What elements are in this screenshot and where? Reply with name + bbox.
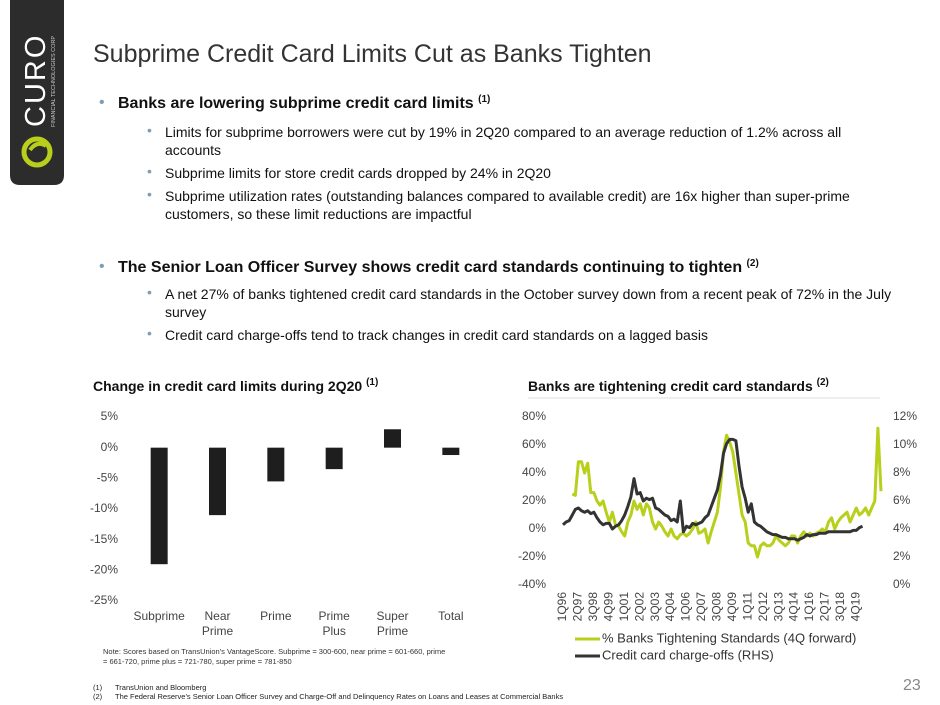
bullet-dot: • [147, 122, 152, 138]
bar [442, 447, 460, 456]
x-tick-label: 3Q98 [586, 592, 600, 622]
x-tick-label: 3Q03 [648, 592, 662, 622]
bar [384, 429, 401, 448]
x-tick-label: Prime Plus [318, 609, 350, 638]
bullet: The Senior Loan Officer Survey shows cre… [118, 258, 759, 277]
x-tick-label: 2Q12 [756, 592, 770, 622]
x-tick-label: 2Q07 [694, 592, 708, 622]
series-line [571, 426, 883, 559]
x-tick-label: Super Prime [376, 609, 408, 638]
bullet: Banks are lowering subprime credit card … [118, 94, 491, 113]
x-tick-label: 3Q08 [710, 592, 724, 622]
sub-bullet: Credit card charge-offs tend to track ch… [165, 327, 708, 343]
bullet-dot: • [147, 163, 152, 179]
logo: CURO FINANCIAL TECHNOLOGIES CORP [10, 0, 64, 185]
x-tick-label: 2Q02 [632, 592, 646, 622]
y-tick-label: 5% [101, 409, 119, 423]
sub-bullet: Subprime utilization rates (outstanding … [165, 188, 850, 222]
bullet-dot: • [147, 186, 152, 202]
y-tick-label: 0% [529, 521, 547, 535]
logo-icon [21, 136, 53, 168]
sub-bullet: A net 27% of banks tightened credit card… [165, 286, 892, 320]
bullet-dot: • [99, 94, 105, 111]
y2-tick-label: 8% [893, 465, 911, 479]
y2-tick-label: 4% [893, 521, 911, 535]
x-tick-label: 1Q06 [679, 592, 693, 622]
chart-title: Change in credit card limits during 2Q20… [93, 377, 379, 395]
x-tick-label: 4Q04 [663, 592, 677, 622]
logo-tagline: FINANCIAL TECHNOLOGIES CORP [51, 36, 57, 127]
bar [209, 447, 226, 516]
logo-panel [10, 0, 64, 185]
y-tick-label: -20% [518, 549, 546, 563]
x-tick-label: 1Q16 [802, 592, 816, 622]
y-tick-label: -5% [97, 471, 119, 485]
y-tick-label: 80% [522, 409, 546, 423]
bar [325, 447, 343, 470]
x-tick-label: 4Q99 [601, 592, 615, 622]
series-line [561, 437, 864, 542]
bullet-dot: • [99, 258, 105, 275]
x-tick-label: 4Q09 [725, 592, 739, 622]
x-tick-label: 4Q19 [848, 592, 862, 622]
footnote: (1) TransUnion and Bloomberg [93, 683, 207, 692]
x-tick-label: 1Q96 [555, 592, 569, 622]
logo-name: CURO [20, 34, 52, 127]
y2-tick-label: 12% [893, 409, 917, 423]
x-tick-label: 1Q11 [740, 592, 754, 621]
y-tick-label: -20% [90, 563, 118, 577]
y-tick-label: 20% [522, 493, 546, 507]
x-tick-label: 2Q97 [571, 592, 585, 622]
y2-tick-label: 2% [893, 549, 911, 563]
logo-icon [28, 141, 48, 152]
y-tick-label: 40% [522, 465, 546, 479]
bullet-dot: • [147, 284, 152, 300]
sub-bullet: Limits for subprime borrowers were cut b… [165, 124, 842, 158]
x-tick-label: Prime [260, 609, 292, 623]
x-tick-label: 4Q14 [787, 592, 801, 622]
sub-bullet: Subprime limits for store credit cards d… [165, 165, 551, 181]
footnote: (2) The Federal Reserve's Senior Loan Off… [93, 692, 564, 701]
charts: 5% 0% -5% -10% -15% -20% -25% Subprime Near Prime… [90, 397, 917, 662]
y-tick-label: -40% [518, 577, 546, 591]
y-tick-label: 0% [101, 440, 119, 454]
legend-label: % Banks Tightening Standards (4Q forward… [602, 630, 856, 645]
x-tick-label: 3Q18 [833, 592, 847, 622]
y2-tick-label: 10% [893, 437, 917, 451]
slide-title: Subprime Credit Card Limits Cut as Banks… [93, 40, 652, 68]
bar [267, 447, 285, 482]
y2-tick-label: 0% [893, 577, 911, 591]
chart-title: Banks are tightening credit card standar… [528, 377, 829, 395]
legend-label: Credit card charge-offs (RHS) [602, 647, 774, 662]
y2-tick-label: 6% [893, 493, 911, 507]
note: Note: Scores based on TransUnion's Vanta… [103, 647, 446, 666]
bar [150, 447, 168, 565]
x-tick-label: 1Q01 [617, 592, 631, 622]
x-tick-label: 2Q17 [818, 592, 832, 622]
y-tick-label: 60% [522, 437, 546, 451]
x-tick-label: Total [438, 609, 463, 623]
page-number: 23 [903, 677, 921, 694]
x-tick-label: Subprime [133, 609, 185, 623]
bullet-dot: • [147, 325, 152, 341]
y-tick-label: -15% [90, 532, 118, 546]
y-tick-label: -25% [90, 593, 118, 607]
y-tick-label: -10% [90, 501, 118, 515]
x-tick-label: 3Q13 [771, 592, 785, 622]
x-tick-label: Near Prime [202, 609, 234, 638]
